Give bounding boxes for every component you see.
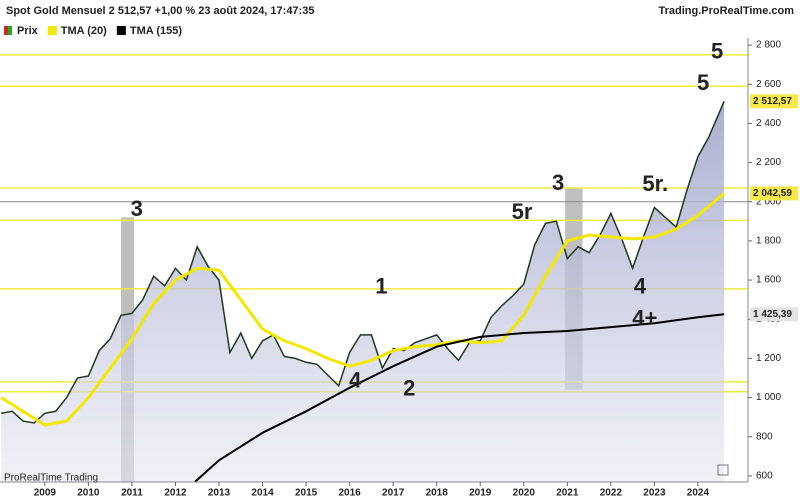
x-tick-label: 2022 <box>600 488 623 499</box>
x-tick-label: 2012 <box>164 488 187 499</box>
y-tick-label: 1 000 <box>756 392 781 403</box>
legend-label: TMA (20) <box>61 25 107 37</box>
chart-title: Spot Gold Mensuel 2 512,57 +1,00 % 23 ao… <box>6 5 314 17</box>
site-name: Trading.ProRealTime.com <box>658 5 794 17</box>
y-tick-label: 1 800 <box>756 236 781 247</box>
wave-label: 5 <box>711 39 723 64</box>
info-icon[interactable] <box>717 464 729 476</box>
wave-label: 4 <box>349 368 362 393</box>
x-tick-label: 2014 <box>251 488 274 499</box>
x-tick-label: 2013 <box>208 488 231 499</box>
header-band <box>0 0 800 22</box>
wave-label: 5r <box>512 199 533 224</box>
x-tick-label: 2024 <box>687 488 710 499</box>
x-tick-label: 2023 <box>643 488 666 499</box>
x-tick-label: 2016 <box>338 488 361 499</box>
y-tick-label: 1 200 <box>756 353 781 364</box>
legend-label: TMA (155) <box>130 25 182 37</box>
legend-swatch <box>8 26 12 35</box>
price-tag-label: 1 425,39 <box>753 309 792 320</box>
legend-swatch <box>116 26 126 35</box>
price-tag-label: 2 512,57 <box>753 96 792 107</box>
y-tick-label: 2 400 <box>756 118 781 129</box>
legend-swatch <box>47 26 57 35</box>
price-tag <box>750 94 798 109</box>
wave-label: 5r. <box>642 171 668 196</box>
price-tag <box>750 186 798 201</box>
wave-label: 5 <box>697 70 709 95</box>
y-tick-label: 2 200 <box>756 157 781 168</box>
axis-panel <box>748 0 800 500</box>
price-tag-label: 2 042,59 <box>753 188 792 199</box>
watermark: ProRealTime Trading <box>4 473 98 484</box>
series-line <box>194 313 725 483</box>
x-tick-label: 2019 <box>469 488 492 499</box>
legend-background <box>0 22 800 38</box>
x-tick-label: 2010 <box>77 488 100 499</box>
price-area <box>1 101 725 483</box>
price-tag <box>750 307 798 322</box>
y-tick-label: 2 600 <box>756 79 781 90</box>
y-tick-label: 2 800 <box>756 40 781 51</box>
series-line <box>0 192 726 427</box>
y-tick-label: 1 600 <box>756 275 781 286</box>
legend-swatch <box>4 26 8 35</box>
x-tick-label: 2021 <box>556 488 579 499</box>
x-tick-label: 2015 <box>295 488 318 499</box>
wave-label: 2 <box>403 376 415 401</box>
x-tick-label: 2020 <box>513 488 536 499</box>
y-tick-label: 2 000 <box>756 196 781 207</box>
x-tick-label: 2018 <box>426 488 449 499</box>
y-tick-label: 600 <box>756 471 773 482</box>
wave-label: 4+ <box>632 306 657 331</box>
legend-label: Prix <box>17 25 39 37</box>
wave-label: 4 <box>634 274 647 299</box>
wave-label: 1 <box>375 274 387 299</box>
x-tick-label: 2017 <box>382 488 405 499</box>
y-tick-label: 800 <box>756 431 773 442</box>
x-tick-label: 2009 <box>34 488 57 499</box>
x-tick-label: 2011 <box>121 488 143 499</box>
wave-label: 3 <box>131 196 143 221</box>
wave-label: 3 <box>552 170 564 195</box>
